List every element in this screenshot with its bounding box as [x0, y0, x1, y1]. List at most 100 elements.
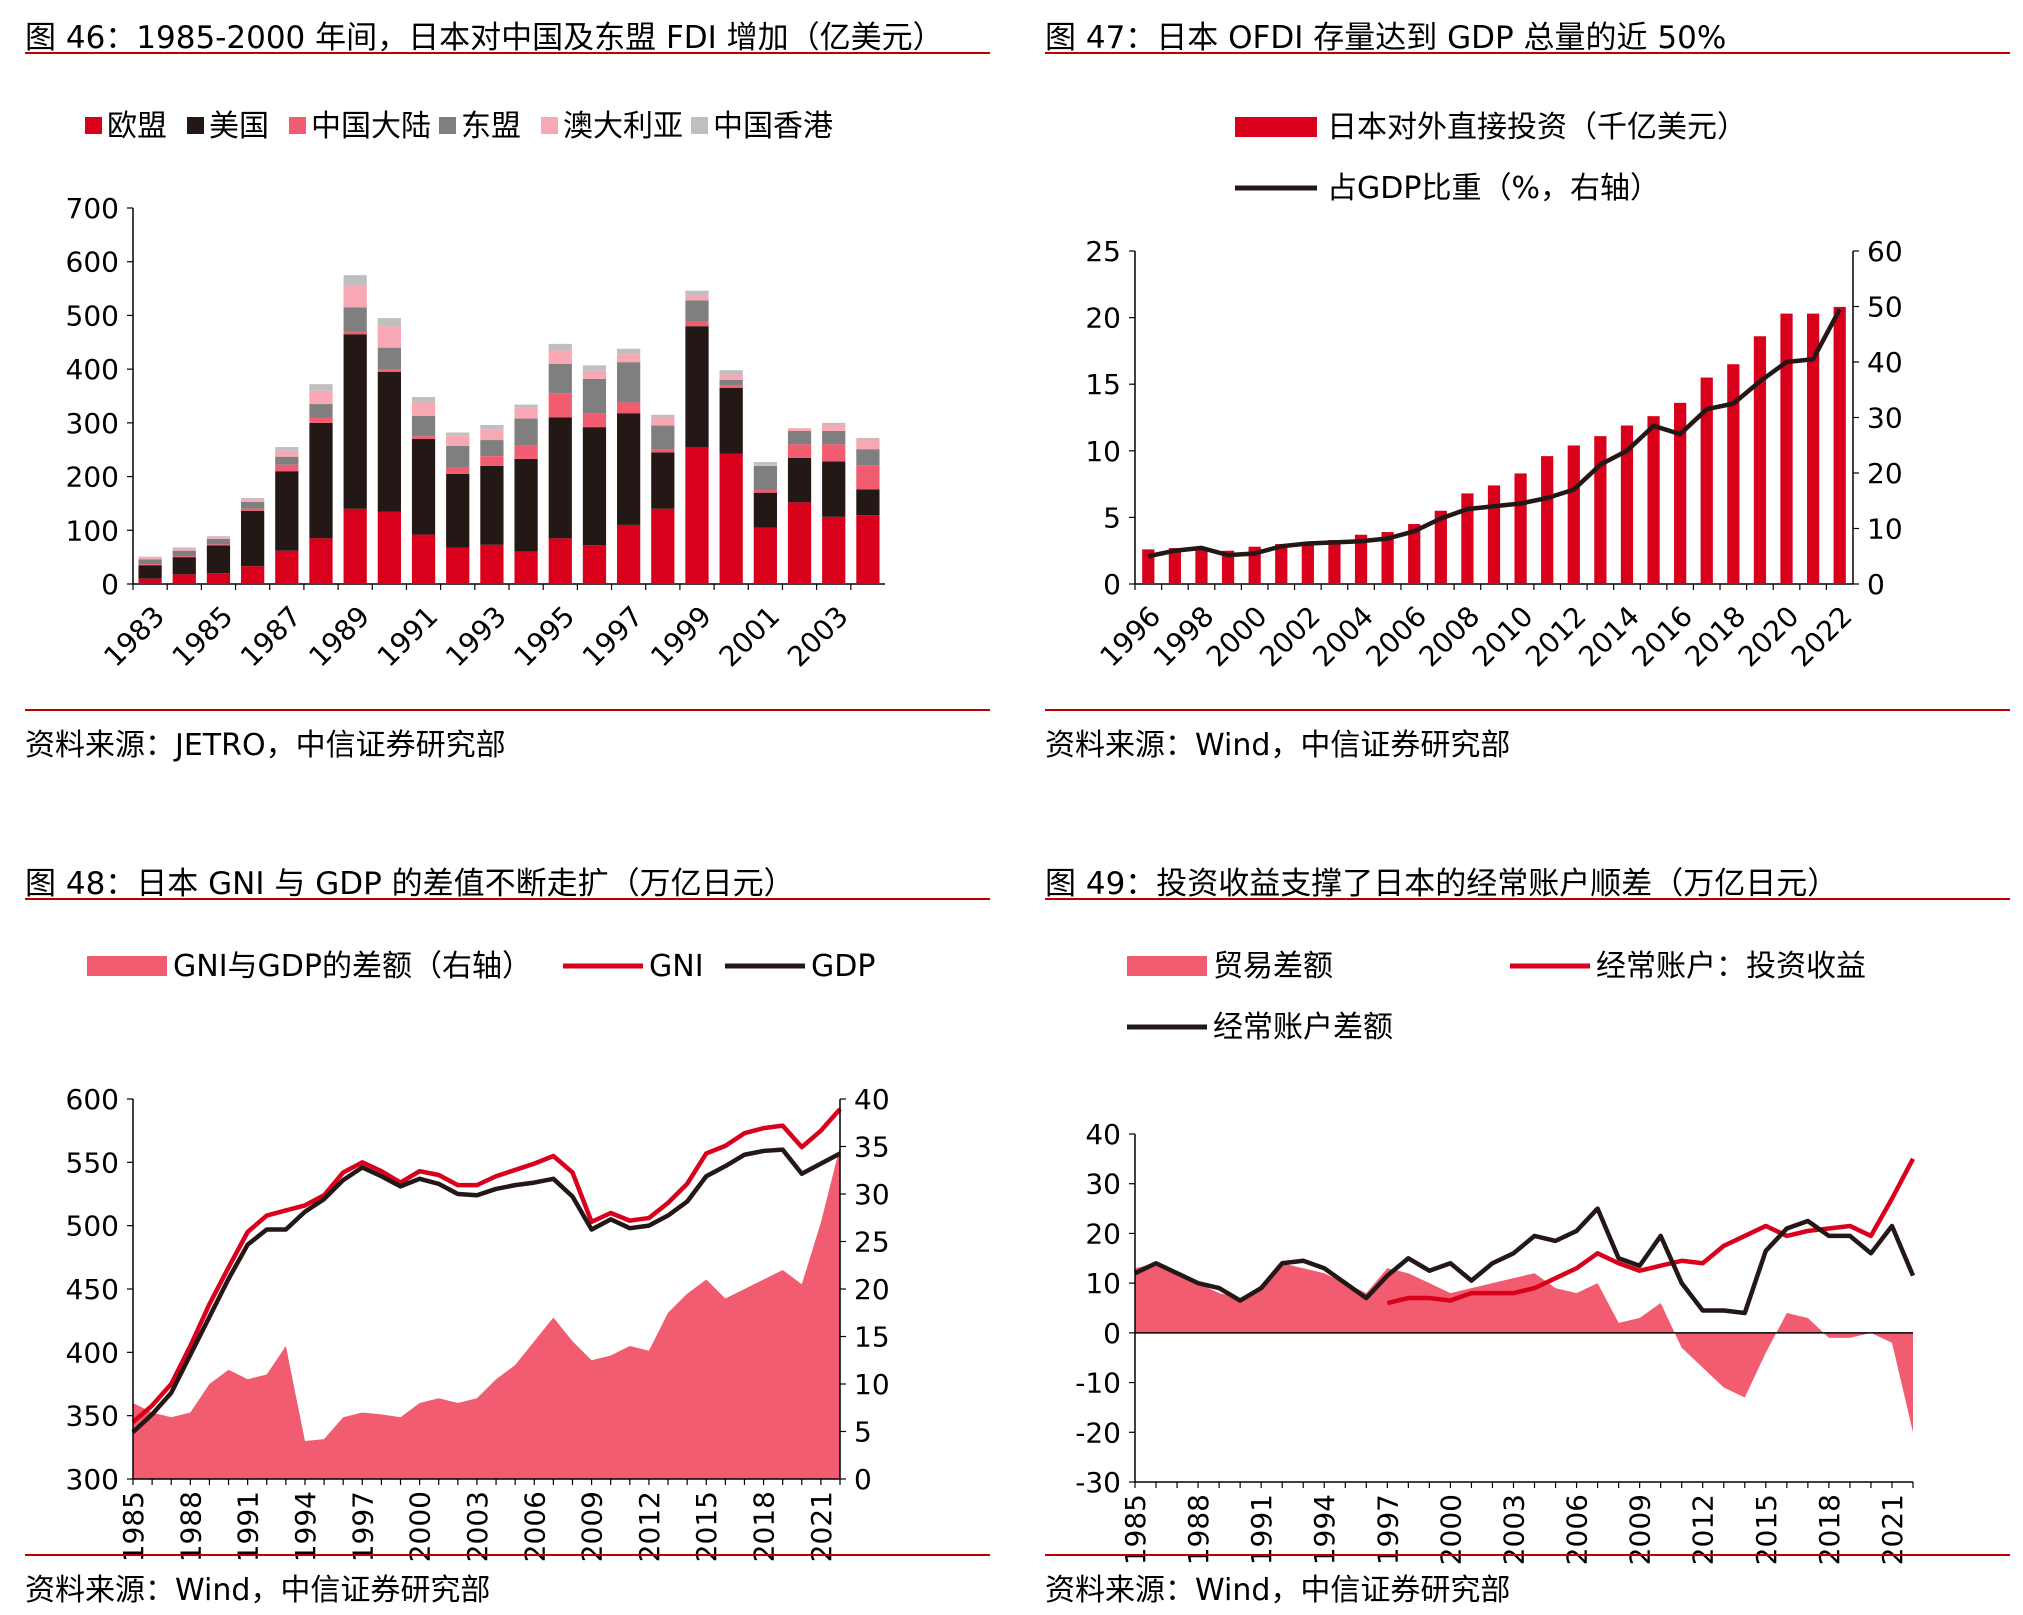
x-tick-label: 1988 [1182, 1494, 1215, 1565]
x-tick-label: 1993 [439, 600, 513, 674]
x-tick-label: 2000 [1200, 600, 1274, 674]
bar-segment [651, 508, 675, 584]
x-tick-label: 1985 [1119, 1494, 1152, 1565]
bar-segment [309, 417, 333, 423]
x-tick-label: 2012 [633, 1491, 666, 1562]
bar-segment [480, 425, 504, 430]
bar-segment [514, 458, 538, 552]
bar-segment [822, 422, 846, 425]
panel-fig47: 图 47：日本 OFDI 存量达到 GDP 总量的近 50% 日本对外直接投资（… [1045, 12, 2010, 763]
bar-segment [617, 362, 641, 403]
x-tick-label: 2012 [1687, 1494, 1720, 1565]
bar-segment [582, 545, 607, 584]
legend-swatch [289, 117, 306, 134]
bar-segment [514, 551, 538, 584]
y-tick-label: 200 [66, 461, 119, 494]
bar-segment [856, 439, 880, 450]
x-tick-label: 2009 [576, 1491, 609, 1562]
bar-segment [206, 538, 231, 545]
bar-segment [446, 435, 470, 446]
bar-segment [241, 499, 265, 502]
legend-label: 经常账户差额 [1213, 1010, 1393, 1045]
series-line [131, 1107, 842, 1424]
bar-segment [719, 379, 743, 386]
x-tick-label: 1985 [166, 600, 240, 674]
bar-segment [480, 429, 504, 441]
bar-segment [719, 387, 743, 454]
bar-segment [856, 437, 880, 440]
bar-segment [343, 331, 367, 335]
x-tick-label: 2022 [1785, 600, 1859, 674]
y-tick-label: -30 [1075, 1466, 1121, 1499]
y-tick-label: 0 [1103, 1317, 1121, 1350]
y2-tick-label: 20 [854, 1273, 890, 1306]
y-tick-label: 300 [66, 407, 119, 440]
bar-segment [206, 545, 231, 574]
bar-segment [822, 461, 846, 517]
bar-segment [856, 489, 880, 516]
bar-segment [275, 447, 299, 451]
x-tick-label: 1996 [1094, 600, 1168, 674]
series-area [1135, 1263, 1913, 1433]
bar-segment [138, 565, 162, 579]
bar-segment [514, 445, 538, 459]
bar-segment [275, 464, 299, 472]
bar-segment [275, 450, 299, 457]
bar-segment [377, 371, 401, 512]
bar-segment [138, 559, 162, 565]
chart-title: 图 46：1985-2000 年间，日本对中国及东盟 FDI 增加（亿美元） [25, 20, 944, 56]
legend-swatch [1235, 117, 1317, 137]
chart-fig47: 日本对外直接投资（千亿美元） 占GDP比重（%，右轴） 0 5 10 15 20 25 0 10 2… [1085, 110, 1902, 674]
y2-tick-label: 25 [854, 1226, 890, 1259]
bar-segment [206, 537, 231, 539]
x-tick-label: 1997 [576, 600, 650, 674]
bar-segment [172, 547, 196, 549]
source-rule [25, 1554, 990, 1556]
bar-segment [411, 402, 436, 416]
bar-segment [446, 432, 470, 436]
bar-segment [651, 414, 675, 418]
bar-segment [172, 556, 196, 558]
bar-segment [617, 524, 641, 584]
x-tick-label: 1995 [507, 600, 581, 674]
legend-label: 占GDP比重（%，右轴） [1327, 171, 1660, 206]
panel-fig49: 图 49：投资收益支撑了日本的经常账户顺差（万亿日元） 贸易差额 经常账户：投资收… [1045, 858, 2010, 1608]
panel-fig48: 图 48：日本 GNI 与 GDP 的差值不断走扩（万亿日元） GNI与GDP的… [25, 858, 990, 1608]
bar-segment [787, 444, 812, 458]
bar-segment [241, 566, 265, 584]
legend-swatch [1127, 956, 1207, 976]
y-tick-label: 0 [101, 568, 119, 601]
bar [1354, 534, 1368, 584]
bar-segment [411, 415, 436, 437]
bar [1674, 402, 1687, 584]
bar-segment [822, 430, 846, 445]
bar-segment [582, 365, 607, 371]
bar-segment [514, 404, 538, 408]
bar-segment [411, 534, 436, 584]
bar-segment [480, 440, 504, 457]
x-tick-label: 1998 [1147, 600, 1221, 674]
bar-segment [309, 384, 333, 391]
bar-segment [753, 464, 777, 466]
bar-segment [309, 390, 333, 405]
series-line [1386, 1157, 1915, 1306]
bar-segment [822, 424, 846, 431]
bar-segment [343, 285, 367, 308]
bar-segment [241, 498, 265, 500]
x-tick-label: 2003 [461, 1491, 494, 1562]
bar [1461, 493, 1474, 584]
y-tick-label: 25 [1085, 235, 1121, 268]
y2-tick-label: 5 [854, 1416, 872, 1449]
bar-segment [275, 471, 299, 551]
bar-segment [719, 370, 743, 375]
bar-segment [480, 465, 504, 545]
bar-segment [446, 547, 470, 584]
x-tick-label: 2010 [1466, 600, 1540, 674]
bar [1408, 524, 1421, 584]
bar [1514, 473, 1527, 584]
y-tick-label: 350 [66, 1400, 119, 1433]
bar-segment [275, 550, 299, 584]
bar [1381, 532, 1394, 584]
panel-fig46: 图 46：1985-2000 年间，日本对中国及东盟 FDI 增加（亿美元） 欧… [25, 12, 990, 763]
